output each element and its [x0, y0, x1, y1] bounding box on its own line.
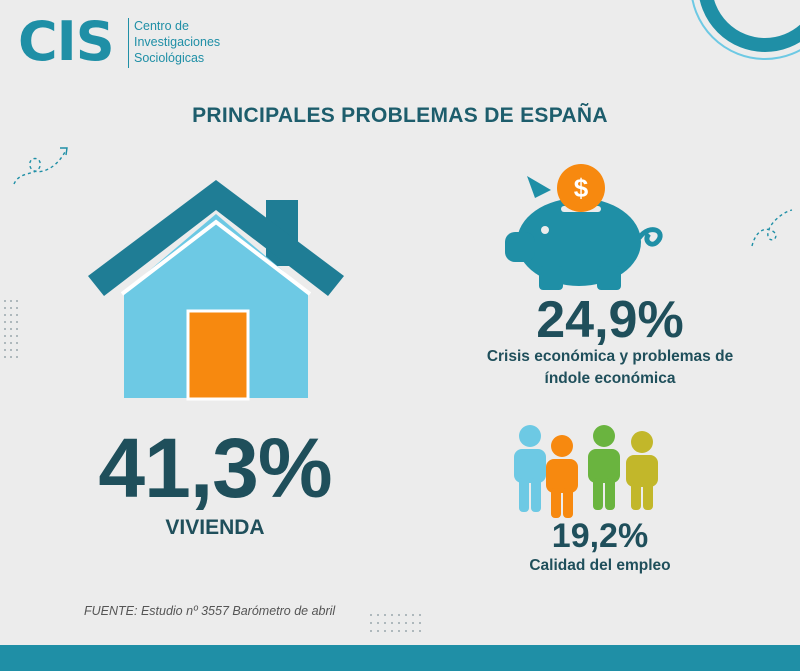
housing-percentage: 41,3%	[98, 421, 332, 515]
employment-quality-label: Calidad del empleo	[529, 557, 671, 574]
logo-line-2: Investigaciones	[134, 35, 221, 49]
page-title: PRINCIPALES PROBLEMAS DE ESPAÑA	[192, 104, 608, 127]
swirl-decoration-right	[751, 209, 793, 247]
swirl-arrow-decoration	[13, 147, 68, 185]
logo-mark: CIS	[18, 10, 115, 73]
housing-label: VIVIENDA	[165, 516, 265, 539]
house-icon	[88, 180, 344, 401]
logo-divider	[128, 18, 129, 68]
piggy-bank-icon: $	[505, 164, 663, 290]
economic-crisis-label-line-1: Crisis económica y problemas de	[486, 348, 734, 365]
logo-line-3: Sociológicas	[134, 51, 205, 65]
corner-ring-decoration	[691, 0, 800, 60]
bottom-bar	[0, 645, 800, 671]
dot-grid-decoration-bottom	[370, 614, 421, 632]
economic-crisis-label-line-2: índole económica	[544, 370, 676, 387]
source-note: FUENTE: Estudio nº 3557 Barómetro de abr…	[84, 604, 336, 618]
employment-quality-percentage: 19,2%	[551, 517, 649, 555]
coin-dollar-symbol: $	[574, 173, 589, 203]
dot-grid-decoration-left	[4, 300, 18, 358]
logo-line-1: Centro de	[134, 19, 189, 33]
people-icon	[514, 425, 658, 518]
economic-crisis-percentage: 24,9%	[536, 291, 684, 349]
logo-text: Centro de Investigaciones Sociológicas	[134, 18, 244, 66]
economic-crisis-label: Crisis económica y problemas de índole e…	[462, 346, 758, 390]
